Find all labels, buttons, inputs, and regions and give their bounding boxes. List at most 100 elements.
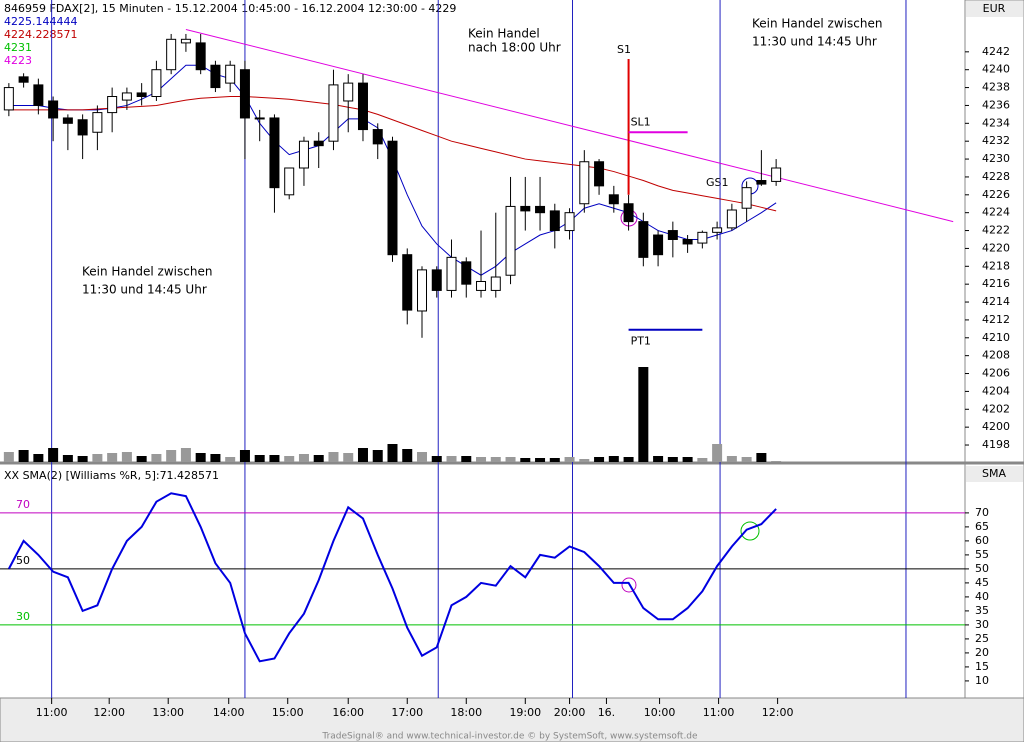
candle-body — [549, 210, 560, 232]
x-tick-label: 12:00 — [762, 706, 794, 719]
trendline — [185, 29, 954, 223]
volume-bar — [284, 456, 295, 462]
y-tick-label: 4224 — [982, 206, 1010, 219]
footer: TradeSignal® and www.technical-investor.… — [321, 732, 698, 742]
candle-body — [697, 231, 708, 244]
volume-bar — [121, 452, 132, 462]
y-tick-label: 4242 — [982, 45, 1010, 58]
x-tick-label: 14:00 — [213, 706, 245, 719]
y-tick-label: 4226 — [982, 188, 1010, 201]
signal-circle — [621, 577, 637, 593]
candle-body — [239, 69, 250, 119]
axis-header — [966, 466, 1023, 482]
candle-body — [387, 140, 398, 256]
legend-value: 4223 — [4, 54, 32, 67]
y-tick-label: 25 — [975, 632, 989, 645]
volume-bar — [357, 448, 368, 462]
candle-body — [343, 82, 354, 102]
y-tick-label: 65 — [975, 520, 989, 533]
candle-body — [269, 117, 280, 189]
candle-body — [756, 180, 767, 185]
candle-body — [446, 256, 457, 291]
candle-body — [254, 117, 265, 120]
annotation: Kein Handel zwischen — [752, 17, 882, 31]
volume-bar — [210, 454, 221, 462]
volume-bar — [638, 367, 649, 462]
x-tick-label: 20:00 — [554, 706, 586, 719]
candle-body — [195, 42, 206, 71]
volume-bar — [667, 457, 678, 462]
y-tick-label: 15 — [975, 660, 989, 673]
candle-body — [564, 212, 575, 232]
candle-body — [520, 205, 531, 212]
candle-body — [284, 167, 295, 196]
chart-title: 846959 FDAX[2], 15 Minuten - 15.12.2004 … — [4, 2, 456, 15]
volume-bar — [62, 455, 73, 462]
candle-body — [461, 261, 472, 285]
y-tick-label: 4230 — [982, 152, 1010, 165]
volume-bar — [343, 453, 354, 462]
y-tick-label: 45 — [975, 576, 989, 589]
x-tick-label: 19:00 — [509, 706, 541, 719]
candle-body — [505, 205, 516, 276]
x-tick-label: 13:00 — [152, 706, 184, 719]
level-label: SL1 — [631, 115, 651, 128]
y-tick-label: 70 — [975, 506, 989, 519]
y-tick-label: 4236 — [982, 98, 1010, 111]
y-tick-label: 4240 — [982, 63, 1010, 76]
volume-bar — [92, 454, 103, 462]
candle-body — [535, 205, 546, 214]
candle-body — [402, 254, 413, 311]
y-tick-label: 4204 — [982, 384, 1010, 397]
candle-body — [372, 129, 383, 145]
x-tick-label: 10:00 — [644, 706, 676, 719]
candle-body — [136, 92, 147, 98]
candle-body — [298, 140, 309, 169]
candle-body — [3, 87, 14, 111]
x-tick-label: 17:00 — [391, 706, 423, 719]
annotation: 11:30 und 14:45 Uhr — [82, 283, 207, 297]
volume-bar — [151, 454, 162, 462]
reference-label: 50 — [16, 554, 30, 567]
volume-bar — [48, 448, 59, 462]
x-tick-label: 11:00 — [36, 706, 68, 719]
volume-bar — [18, 450, 29, 462]
volume-bar — [254, 455, 265, 462]
y-tick-label: 50 — [975, 562, 989, 575]
volume-bar — [446, 456, 457, 462]
volume-bar — [712, 444, 723, 462]
volume-bar — [107, 453, 118, 462]
y-tick-label: 4220 — [982, 241, 1010, 254]
y-tick-label: 60 — [975, 534, 989, 547]
annotation: Kein Handel zwischen — [82, 265, 212, 279]
candle-body — [417, 269, 428, 312]
volume-bar — [608, 456, 619, 462]
candle-body — [166, 38, 177, 71]
volume-bar — [697, 458, 708, 462]
reference-label: 70 — [16, 498, 30, 511]
candle-body — [431, 269, 442, 291]
x-tick-label: 12:00 — [93, 706, 125, 719]
legend-value: 4224.228571 — [4, 28, 77, 41]
candle-body — [48, 100, 59, 119]
legend-value: 4231 — [4, 41, 32, 54]
candle-body — [210, 64, 221, 89]
y-tick-label: 4198 — [982, 438, 1010, 451]
level-label: PT1 — [631, 335, 651, 348]
candle-body — [623, 203, 634, 223]
volume-bar — [461, 456, 472, 462]
candle-body — [77, 119, 88, 136]
annotation: 11:30 und 14:45 Uhr — [752, 35, 877, 49]
volume-bar — [166, 450, 177, 462]
y-tick-label: 4206 — [982, 367, 1010, 380]
legend-value: 4225.144444 — [4, 15, 77, 28]
volume-bar — [579, 459, 590, 462]
volume-bar — [313, 455, 324, 462]
candle-body — [653, 234, 664, 256]
volume-bar — [771, 461, 782, 462]
volume-bar — [520, 458, 531, 462]
candle-body — [608, 194, 619, 205]
x-tick-label: 16:00 — [332, 706, 364, 719]
